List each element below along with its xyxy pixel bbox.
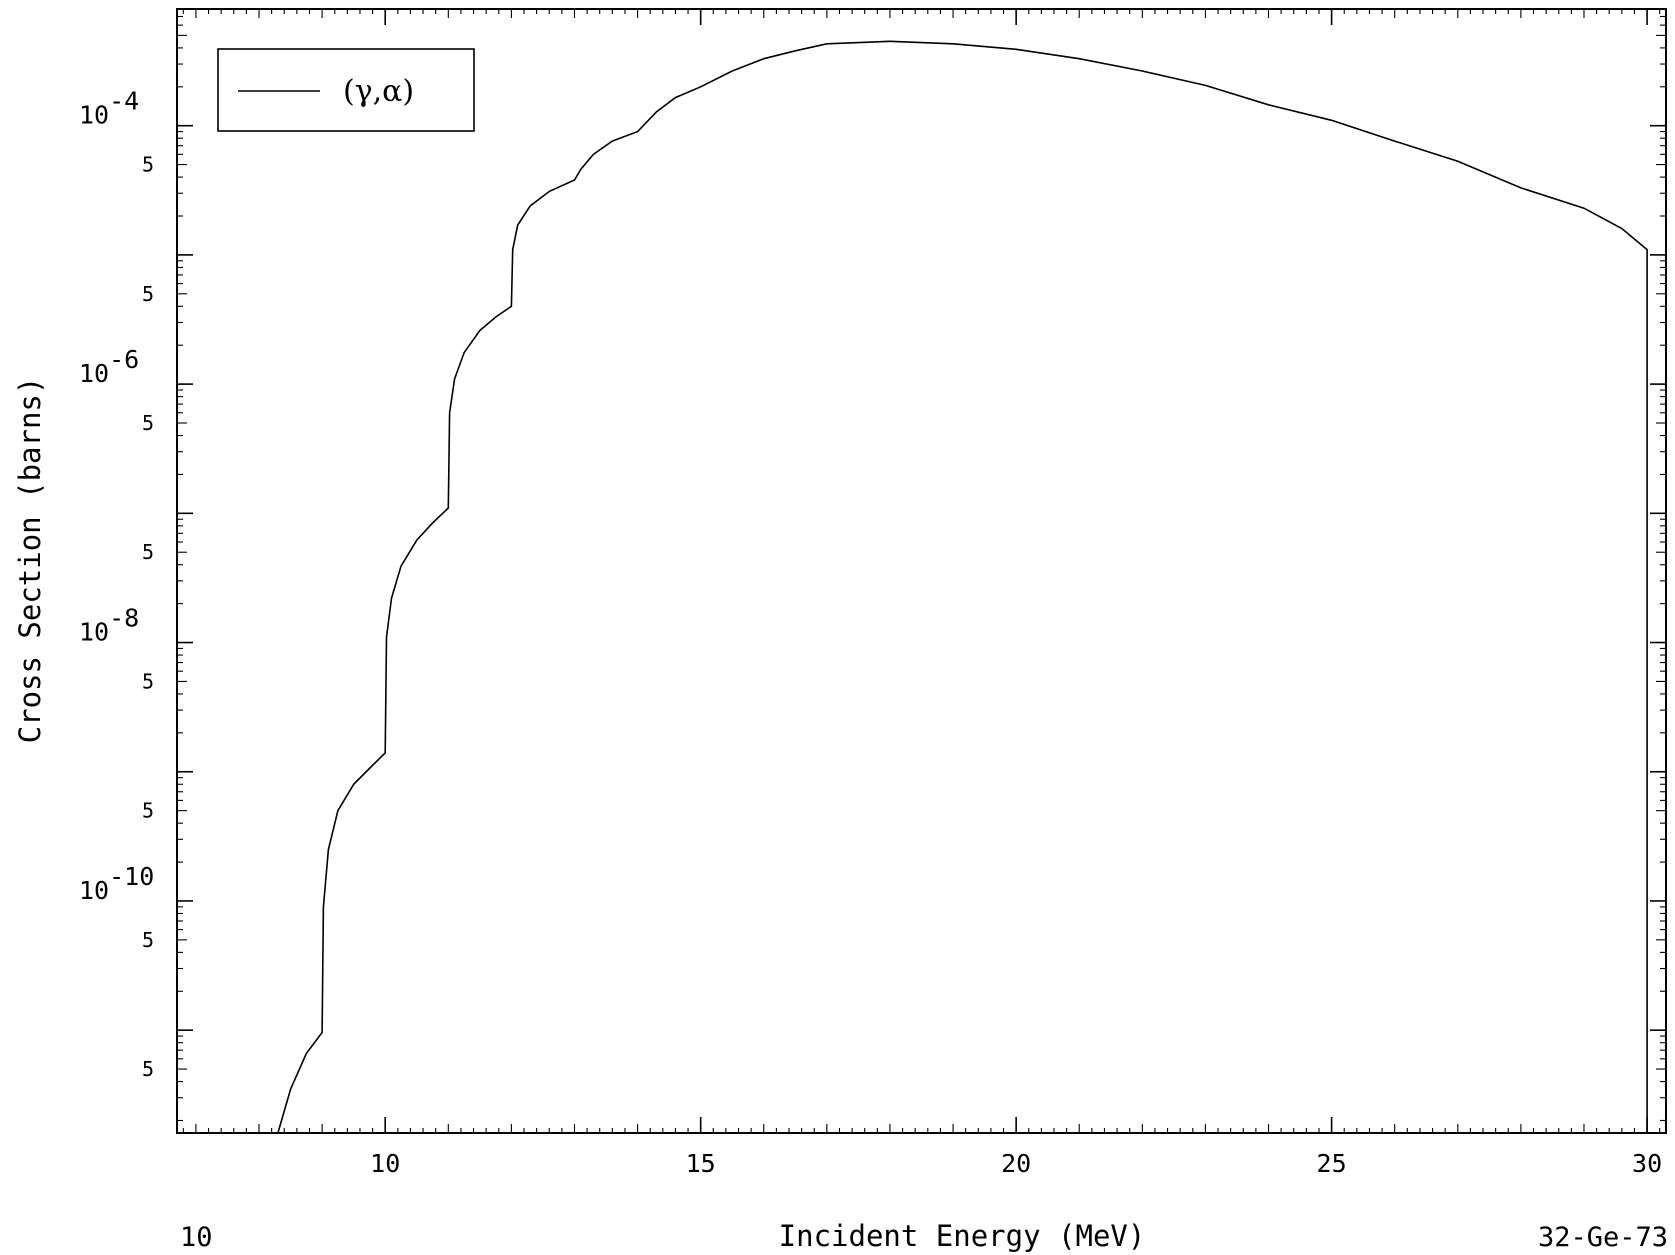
- legend-box: [217, 48, 475, 132]
- y-minor-tick-label: 5: [142, 928, 154, 952]
- y-tick-label: 10-6: [79, 345, 139, 388]
- y-minor-tick-label: 5: [142, 799, 154, 823]
- axis-tick-labels: 10 15 20 25 30 10-4 10-6 10-8 10-10 5 5 5 5 5 5 5 5: [79, 87, 1662, 1178]
- y-minor-tick-label: 5: [142, 153, 154, 177]
- x-axis-label: Incident Energy (MeV): [779, 1219, 1146, 1253]
- y-tick-label: 10-10: [79, 862, 154, 905]
- y-minor-tick-label: 5: [142, 669, 154, 693]
- y-minor-tick-label: 5: [142, 540, 154, 564]
- footer-right-label: 32-Ge-73: [1538, 1222, 1668, 1253]
- y-minor-tick-label: 5: [142, 282, 154, 306]
- y-minor-tick-label: 5: [142, 411, 154, 435]
- legend: (γ,α): [217, 48, 475, 132]
- y-minor-tick-label: 5: [142, 1057, 154, 1081]
- x-tick-label: 10: [370, 1149, 400, 1178]
- y-tick-label: 10-8: [79, 604, 139, 647]
- y-tick-label: 10-4: [79, 87, 139, 130]
- plot-frame: [176, 8, 1667, 1134]
- footer-left-label: 10: [180, 1222, 213, 1253]
- x-tick-label: 30: [1632, 1149, 1662, 1178]
- legend-label: (γ,α): [343, 74, 414, 109]
- y-axis-label: Cross Section (barns): [13, 377, 47, 744]
- x-tick-label: 20: [1001, 1149, 1031, 1178]
- x-tick-label: 25: [1317, 1149, 1347, 1178]
- x-tick-label: 15: [686, 1149, 716, 1178]
- series-line-gamma-alpha: [277, 40, 1648, 1134]
